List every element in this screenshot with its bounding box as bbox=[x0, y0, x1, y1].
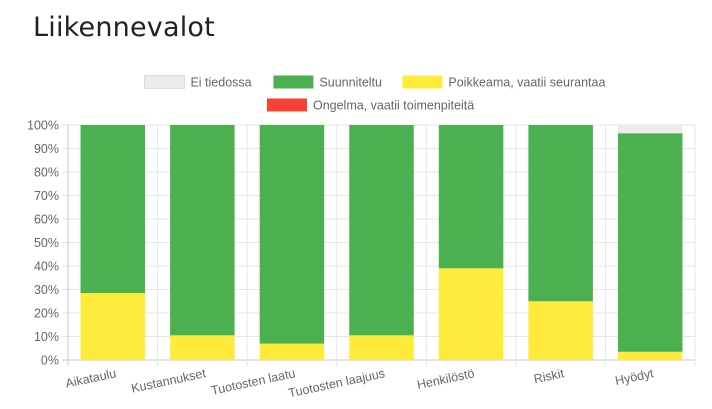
chart-bars bbox=[80, 125, 683, 360]
y-tick-label: 30% bbox=[34, 283, 59, 297]
y-tick-label: 80% bbox=[34, 166, 59, 180]
y-tick-label: 10% bbox=[34, 330, 59, 344]
bar-segment[interactable] bbox=[438, 268, 504, 360]
bar-segment[interactable] bbox=[438, 125, 504, 269]
page-title: Liikennevalot bbox=[33, 12, 215, 43]
y-tick-label: 0% bbox=[41, 354, 59, 368]
y-tick-label: 90% bbox=[34, 142, 59, 156]
bar-segment[interactable] bbox=[349, 125, 414, 336]
legend-label[interactable]: Ongelma, vaatii toimenpiteitä bbox=[313, 99, 474, 113]
bar-segment[interactable] bbox=[170, 125, 235, 336]
y-tick-label: 70% bbox=[34, 189, 59, 203]
x-tick-label: Riskit bbox=[532, 366, 565, 386]
legend-label[interactable]: Suunniteltu bbox=[319, 76, 382, 90]
bar-segment[interactable] bbox=[528, 125, 593, 302]
y-tick-label: 100% bbox=[27, 119, 59, 133]
y-tick-label: 40% bbox=[34, 260, 59, 274]
bar-segment[interactable] bbox=[170, 335, 235, 360]
legend-label[interactable]: Ei tiedossa bbox=[190, 76, 251, 90]
legend-swatch[interactable] bbox=[273, 75, 314, 89]
bar-segment[interactable] bbox=[259, 125, 325, 344]
x-tick-label: Kustannukset bbox=[130, 366, 208, 396]
bar-segment[interactable] bbox=[617, 351, 683, 360]
legend-swatch[interactable] bbox=[266, 98, 307, 112]
legend-label[interactable]: Poikkeama, vaatii seurantaa bbox=[448, 76, 605, 90]
x-tick-label: Tuotosten laatu bbox=[210, 366, 297, 398]
x-tick-label: Aikataulu bbox=[64, 366, 117, 390]
bar-segment[interactable] bbox=[259, 343, 325, 360]
y-tick-label: 50% bbox=[34, 236, 59, 250]
y-tick-label: 20% bbox=[34, 307, 59, 321]
bar-segment[interactable] bbox=[528, 301, 593, 360]
x-tick-label: Hyödyt bbox=[614, 366, 655, 388]
bar-segment[interactable] bbox=[80, 293, 146, 360]
chart-legend: Ei tiedossa Suunniteltu Poikkeama, vaatii … bbox=[143, 75, 605, 113]
legend-swatch[interactable] bbox=[402, 75, 443, 89]
x-tick-label: Henkilöstö bbox=[416, 366, 476, 392]
legend-swatch[interactable] bbox=[143, 75, 185, 89]
bar-segment[interactable] bbox=[617, 133, 683, 352]
bar-segment[interactable] bbox=[617, 125, 683, 134]
x-tick-label: Tuotosten laajuus bbox=[287, 366, 386, 400]
y-tick-label: 60% bbox=[34, 213, 59, 227]
bar-segment[interactable] bbox=[80, 125, 146, 294]
bar-segment[interactable] bbox=[349, 335, 414, 360]
